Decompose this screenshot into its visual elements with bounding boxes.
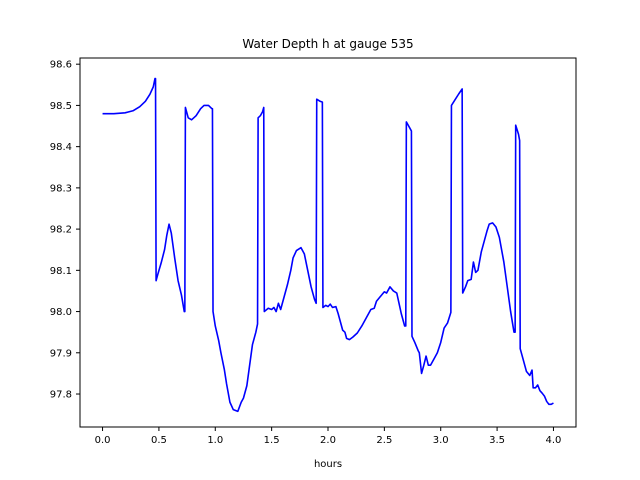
y-tick-label: 98.0 bbox=[50, 307, 72, 318]
y-tick-label: 97.9 bbox=[50, 348, 72, 359]
water-depth-series-line bbox=[102, 77, 554, 413]
y-tick-label: 98.2 bbox=[50, 225, 72, 236]
x-tick-label: 3.5 bbox=[489, 435, 505, 446]
x-tick-label: 2.0 bbox=[320, 435, 336, 446]
y-tick-label: 98.1 bbox=[50, 266, 72, 277]
x-tick-label: 1.5 bbox=[264, 435, 280, 446]
y-tick-label: 98.4 bbox=[50, 142, 72, 153]
y-tick-label: 98.5 bbox=[50, 101, 72, 112]
chart-title: Water Depth h at gauge 535 bbox=[242, 37, 413, 51]
x-axis-ticks: 0.0 0.5 1.0 1.5 2.0 2.5 3.0 3.5 4.0 bbox=[95, 427, 562, 446]
x-tick-label: 0.0 bbox=[95, 435, 111, 446]
x-tick-label: 1.0 bbox=[207, 435, 223, 446]
plot-area bbox=[102, 77, 554, 413]
y-tick-label: 97.8 bbox=[50, 390, 72, 401]
x-tick-label: 2.5 bbox=[376, 435, 392, 446]
x-tick-label: 0.5 bbox=[151, 435, 167, 446]
y-tick-label: 98.6 bbox=[50, 60, 72, 71]
y-tick-label: 98.3 bbox=[50, 183, 72, 194]
y-axis-ticks: 97.8 97.9 98.0 98.1 98.2 98.3 98.4 98.5 98.6 bbox=[50, 60, 80, 401]
x-tick-label: 3.0 bbox=[433, 435, 449, 446]
x-tick-label: 4.0 bbox=[546, 435, 562, 446]
x-axis-title: hours bbox=[314, 459, 342, 470]
